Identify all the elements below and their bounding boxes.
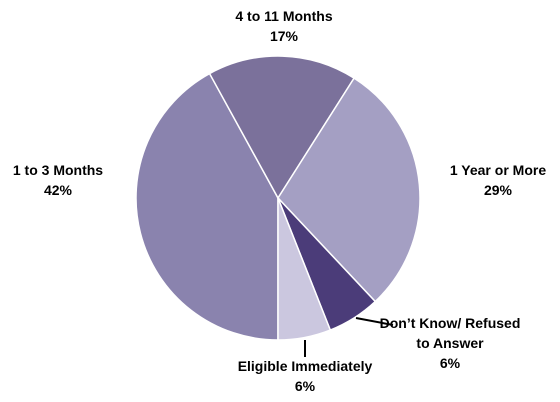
category-label: 1 to 3 Months [12,162,104,178]
slice-label: 1 Year or More 29% [433,160,560,200]
value-label: 6% [439,355,461,371]
category-label: Eligible Immediately [237,358,373,374]
leader-line [355,317,394,326]
pie-slice [208,55,356,200]
category-label: 1 Year or More [449,162,547,178]
slice-label: Eligible Immediately 6% [205,356,405,396]
pie-slice [277,77,421,303]
category-label: Don’t Know/ Refused to Answer [379,315,521,351]
value-label: 29% [483,182,513,198]
category-label: 4 to 11 Months [235,8,333,24]
slice-label: Don’t Know/ Refused to Answer 6% [375,313,525,373]
slice-label: 1 to 3 Months 42% [0,160,118,200]
pie-slice [277,197,332,341]
pie-slice [135,72,279,341]
value-label: 42% [43,182,73,198]
value-label: 6% [294,378,316,394]
value-label: 17% [269,28,299,44]
slice-label: 4 to 11 Months 17% [214,6,354,46]
